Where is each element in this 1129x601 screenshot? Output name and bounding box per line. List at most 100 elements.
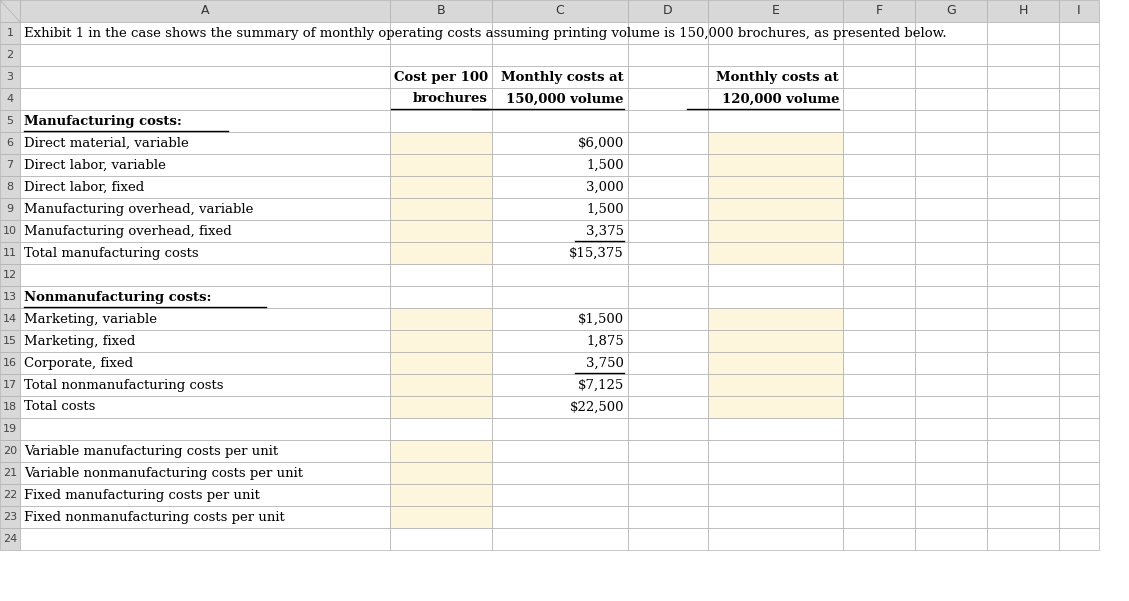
Bar bbox=[492, 154, 628, 176]
Bar bbox=[1059, 176, 1099, 198]
Bar bbox=[1059, 132, 1099, 154]
Bar bbox=[0, 374, 20, 396]
Text: Cost per 100: Cost per 100 bbox=[394, 70, 488, 84]
Bar bbox=[20, 154, 390, 176]
Text: Manufacturing costs:: Manufacturing costs: bbox=[24, 115, 182, 127]
Bar bbox=[843, 440, 914, 462]
Text: 16: 16 bbox=[3, 358, 17, 368]
Bar bbox=[0, 264, 20, 286]
Text: E: E bbox=[771, 4, 779, 17]
Text: $22,500: $22,500 bbox=[569, 400, 624, 413]
Bar bbox=[1059, 484, 1099, 506]
Bar bbox=[390, 66, 492, 88]
Bar bbox=[628, 264, 708, 286]
Text: Manufacturing overhead, variable: Manufacturing overhead, variable bbox=[24, 203, 253, 216]
Bar bbox=[987, 88, 1059, 110]
Bar bbox=[914, 264, 987, 286]
Bar bbox=[987, 66, 1059, 88]
Bar bbox=[492, 374, 628, 396]
Text: 20: 20 bbox=[3, 446, 17, 456]
Text: 18: 18 bbox=[3, 402, 17, 412]
Bar bbox=[390, 286, 492, 308]
Bar bbox=[390, 308, 492, 330]
Bar bbox=[390, 484, 492, 506]
Bar bbox=[628, 484, 708, 506]
Bar bbox=[492, 88, 628, 110]
Text: 150,000 volume: 150,000 volume bbox=[507, 93, 624, 106]
Bar bbox=[492, 176, 628, 198]
Bar bbox=[0, 484, 20, 506]
Bar bbox=[843, 352, 914, 374]
Bar bbox=[20, 352, 390, 374]
Text: 3,375: 3,375 bbox=[586, 225, 624, 237]
Bar bbox=[708, 374, 843, 396]
Bar bbox=[987, 154, 1059, 176]
Text: F: F bbox=[875, 4, 883, 17]
Bar bbox=[843, 22, 914, 44]
Bar bbox=[708, 110, 843, 132]
Text: $6,000: $6,000 bbox=[578, 136, 624, 150]
Bar bbox=[914, 0, 987, 22]
Bar bbox=[708, 330, 843, 352]
Bar bbox=[708, 0, 843, 22]
Bar bbox=[390, 462, 492, 484]
Bar bbox=[0, 396, 20, 418]
Bar bbox=[1059, 44, 1099, 66]
Bar bbox=[1059, 352, 1099, 374]
Text: 11: 11 bbox=[3, 248, 17, 258]
Bar bbox=[20, 22, 390, 44]
Text: 17: 17 bbox=[3, 380, 17, 390]
Bar bbox=[20, 66, 390, 88]
Bar bbox=[843, 242, 914, 264]
Text: Fixed nonmanufacturing costs per unit: Fixed nonmanufacturing costs per unit bbox=[24, 510, 285, 523]
Bar bbox=[708, 176, 843, 198]
Bar bbox=[0, 506, 20, 528]
Bar bbox=[0, 528, 20, 550]
Bar bbox=[628, 286, 708, 308]
Text: Variable nonmanufacturing costs per unit: Variable nonmanufacturing costs per unit bbox=[24, 466, 303, 480]
Bar bbox=[628, 132, 708, 154]
Bar bbox=[843, 66, 914, 88]
Bar bbox=[492, 352, 628, 374]
Bar bbox=[0, 110, 20, 132]
Bar bbox=[708, 506, 843, 528]
Bar bbox=[0, 242, 20, 264]
Bar bbox=[708, 286, 843, 308]
Bar bbox=[0, 352, 20, 374]
Bar bbox=[0, 286, 20, 308]
Bar bbox=[987, 198, 1059, 220]
Text: 3,750: 3,750 bbox=[586, 356, 624, 370]
Bar bbox=[492, 330, 628, 352]
Bar bbox=[390, 220, 492, 242]
Bar bbox=[0, 132, 20, 154]
Bar bbox=[390, 440, 492, 462]
Bar bbox=[20, 88, 390, 110]
Bar bbox=[987, 506, 1059, 528]
Bar bbox=[0, 462, 20, 484]
Bar bbox=[0, 198, 20, 220]
Bar bbox=[914, 132, 987, 154]
Bar bbox=[390, 110, 492, 132]
Bar bbox=[914, 198, 987, 220]
Bar bbox=[390, 484, 492, 506]
Text: 21: 21 bbox=[3, 468, 17, 478]
Bar bbox=[1059, 330, 1099, 352]
Bar bbox=[987, 396, 1059, 418]
Bar bbox=[987, 352, 1059, 374]
Bar bbox=[1059, 22, 1099, 44]
Bar bbox=[390, 242, 492, 264]
Bar bbox=[628, 396, 708, 418]
Bar bbox=[1059, 440, 1099, 462]
Bar bbox=[492, 44, 628, 66]
Bar bbox=[390, 0, 492, 22]
Bar bbox=[987, 308, 1059, 330]
Bar bbox=[492, 418, 628, 440]
Bar bbox=[20, 506, 390, 528]
Bar bbox=[0, 418, 20, 440]
Bar bbox=[390, 44, 492, 66]
Bar bbox=[708, 242, 843, 264]
Bar bbox=[390, 330, 492, 352]
Bar bbox=[987, 220, 1059, 242]
Text: brochures: brochures bbox=[413, 93, 488, 106]
Bar bbox=[390, 308, 492, 330]
